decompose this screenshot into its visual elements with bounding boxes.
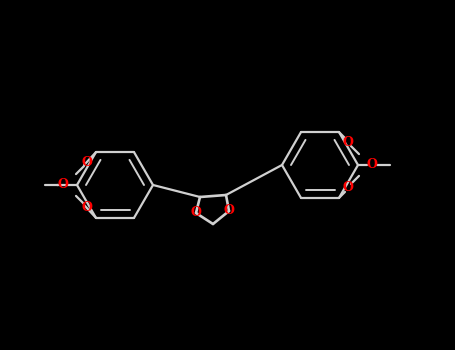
Text: O: O (343, 135, 354, 149)
Text: O: O (81, 201, 92, 215)
Text: O: O (191, 206, 202, 219)
Text: O: O (223, 204, 234, 217)
Text: O: O (81, 156, 92, 169)
Text: O: O (343, 181, 354, 194)
Text: O: O (58, 178, 68, 191)
Text: O: O (367, 159, 378, 172)
